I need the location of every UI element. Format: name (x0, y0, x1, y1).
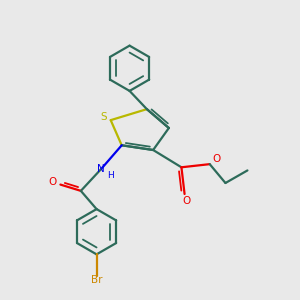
Text: H: H (107, 171, 114, 180)
Text: Br: Br (91, 275, 102, 285)
Text: O: O (48, 177, 57, 187)
Text: O: O (182, 196, 190, 206)
Text: O: O (212, 154, 220, 164)
Text: S: S (100, 112, 107, 122)
Text: N: N (97, 164, 104, 175)
